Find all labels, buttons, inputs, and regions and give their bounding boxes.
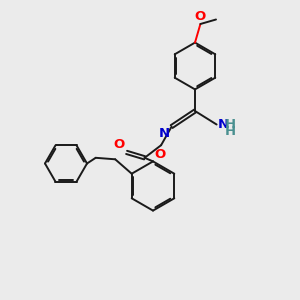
Text: N: N bbox=[218, 118, 229, 131]
Text: O: O bbox=[113, 138, 124, 151]
Text: O: O bbox=[195, 10, 206, 23]
Text: H: H bbox=[224, 124, 236, 138]
Text: O: O bbox=[154, 148, 166, 160]
Text: N: N bbox=[159, 127, 170, 140]
Text: H: H bbox=[224, 118, 236, 131]
